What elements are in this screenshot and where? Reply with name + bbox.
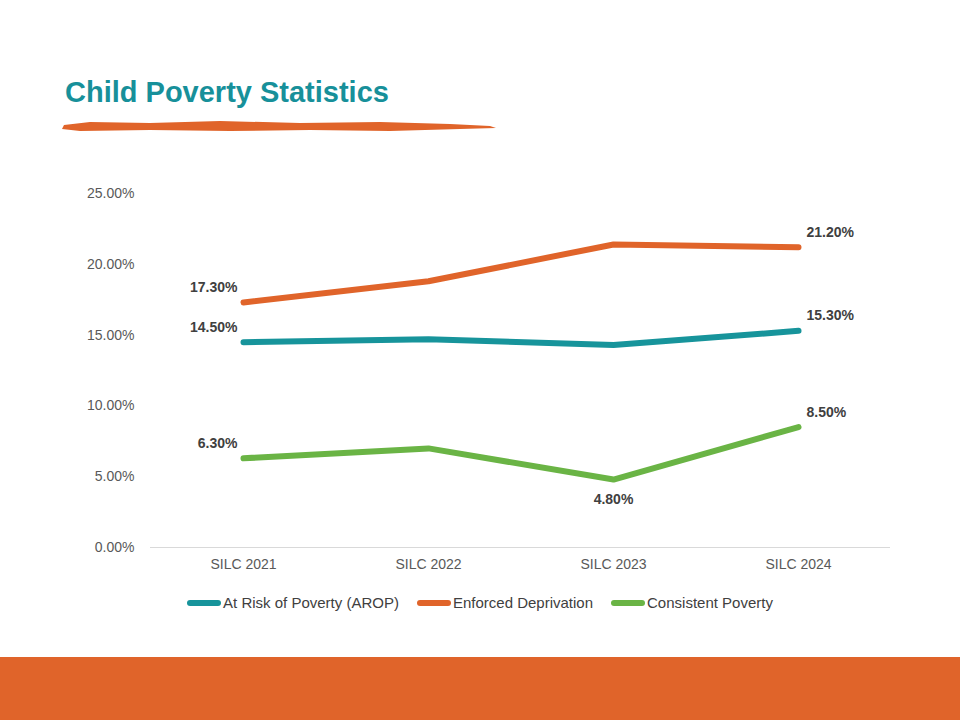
svg-text:5.00%: 5.00% [95, 468, 135, 484]
svg-text:21.20%: 21.20% [807, 224, 855, 240]
svg-text:20.00%: 20.00% [87, 256, 134, 272]
svg-text:14.50%: 14.50% [190, 319, 238, 335]
svg-text:SILC 2023: SILC 2023 [580, 556, 646, 572]
html-text:Enforced Deprivation: Enforced Deprivation [453, 594, 593, 611]
svg-text:8.50%: 8.50% [807, 404, 847, 420]
svg-text:15.30%: 15.30% [807, 307, 855, 323]
svg-text:SILC 2022: SILC 2022 [395, 556, 461, 572]
svg-text:17.30%: 17.30% [190, 279, 238, 295]
html-text:At Risk of Poverty (AROP): At Risk of Poverty (AROP) [223, 594, 399, 611]
svg-text:6.30%: 6.30% [198, 435, 238, 451]
svg-text:SILC 2021: SILC 2021 [210, 556, 276, 572]
svg-text:15.00%: 15.00% [87, 327, 134, 343]
html-text:Consistent Poverty: Consistent Poverty [647, 594, 773, 611]
svg-text:4.80%: 4.80% [594, 491, 634, 507]
html-text:Child Poverty Statistics: Child Poverty Statistics [65, 76, 389, 108]
svg-text:25.00%: 25.00% [87, 185, 134, 201]
svg-text:SILC 2024: SILC 2024 [765, 556, 831, 572]
svg-text:0.00%: 0.00% [95, 539, 135, 555]
svg-text:10.00%: 10.00% [87, 397, 134, 413]
